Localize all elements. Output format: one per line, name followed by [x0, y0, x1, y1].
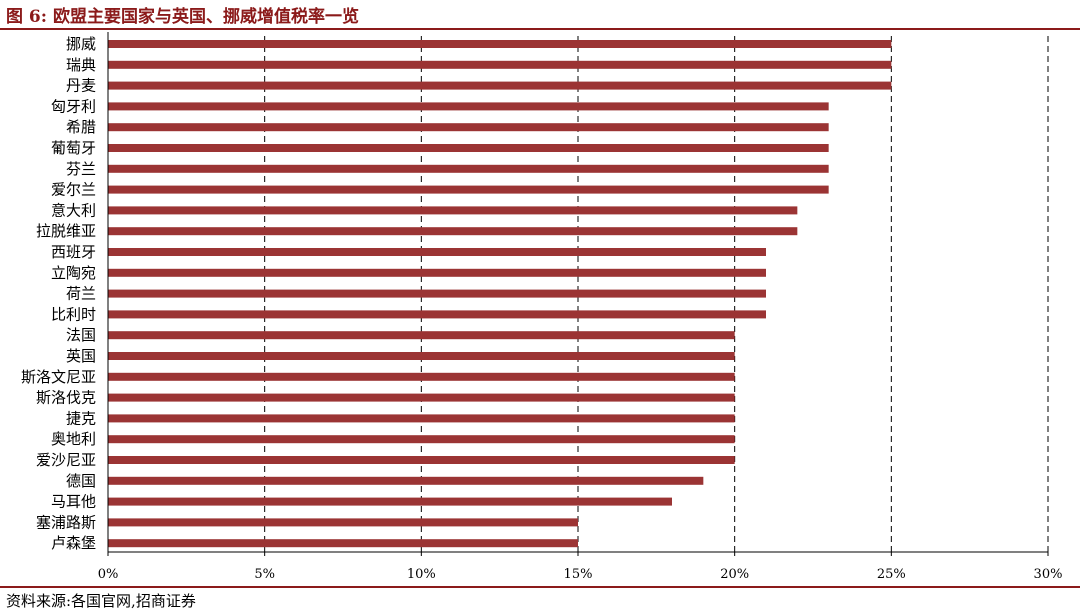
tick-label-2: 10% [407, 567, 436, 582]
bar-6 [108, 164, 829, 173]
chart-title: 图 6: 欧盟主要国家与英国、挪威增值税率一览 [6, 2, 359, 27]
category-label-3: 匈牙利 [51, 97, 96, 115]
category-label-9: 拉脱维亚 [36, 222, 96, 240]
category-label-13: 比利时 [51, 305, 96, 323]
tick-label-3: 15% [564, 567, 593, 582]
bar-17 [108, 393, 735, 402]
bar-2 [108, 81, 892, 90]
category-label-15: 英国 [66, 347, 96, 365]
bar-13 [108, 310, 766, 319]
bar-23 [108, 518, 578, 527]
category-label-7: 爱尔兰 [51, 181, 96, 199]
category-label-2: 丹麦 [66, 77, 96, 95]
category-label-0: 挪威 [66, 35, 96, 53]
bar-3 [108, 102, 829, 111]
category-label-19: 奥地利 [51, 430, 96, 448]
bar-9 [108, 227, 798, 236]
category-label-1: 瑞典 [66, 56, 96, 74]
tick-label-6: 30% [1034, 567, 1063, 582]
title-bar: 图 6: 欧盟主要国家与英国、挪威增值税率一览 [0, 0, 1080, 30]
category-label-23: 塞浦路斯 [36, 513, 96, 531]
source-note: 资料来源:各国官网,招商证券 [6, 592, 196, 610]
category-label-6: 芬兰 [66, 160, 96, 178]
bar-7 [108, 185, 829, 194]
bar-chart: 挪威瑞典丹麦匈牙利希腊葡萄牙芬兰爱尔兰意大利拉脱维亚西班牙立陶宛荷兰比利时法国英… [21, 32, 1063, 582]
bar-19 [108, 435, 735, 444]
bar-24 [108, 539, 578, 548]
gridlines [264, 36, 1049, 552]
tick-label-1: 5% [254, 567, 275, 582]
category-label-18: 捷克 [66, 409, 96, 427]
tick-labels: 0% 5% 10% 15% 20% 25% 30% [98, 567, 1063, 582]
category-label-16: 斯洛文尼亚 [21, 368, 96, 386]
category-label-5: 葡萄牙 [51, 139, 96, 157]
category-label-14: 法国 [66, 326, 96, 344]
category-label-21: 德国 [66, 472, 96, 490]
tick-label-0: 0% [98, 567, 119, 582]
category-label-8: 意大利 [51, 201, 96, 219]
bar-11 [108, 268, 766, 277]
tick-label-4: 20% [720, 567, 749, 582]
category-label-10: 西班牙 [51, 243, 96, 261]
bar-21 [108, 476, 704, 485]
category-label-17: 斯洛伐克 [36, 389, 96, 407]
bar-5 [108, 144, 829, 152]
category-labels: 挪威瑞典丹麦匈牙利希腊葡萄牙芬兰爱尔兰意大利拉脱维亚西班牙立陶宛荷兰比利时法国英… [21, 35, 96, 552]
bar-16 [108, 372, 735, 381]
bar-8 [108, 206, 798, 215]
bar-10 [108, 248, 766, 256]
figure-label: 图 6: [6, 7, 48, 27]
bar-12 [108, 289, 766, 298]
bar-22 [108, 497, 672, 506]
bottom-rule [0, 586, 1080, 588]
axes [107, 32, 1049, 556]
tick-label-5: 25% [877, 567, 906, 582]
bars [108, 40, 892, 548]
category-label-20: 爱沙尼亚 [36, 451, 96, 469]
category-label-11: 立陶宛 [51, 264, 96, 282]
title-text: 欧盟主要国家与英国、挪威增值税率一览 [52, 7, 359, 27]
category-label-24: 卢森堡 [51, 534, 96, 552]
bar-4 [108, 123, 829, 132]
bar-18 [108, 414, 735, 423]
bar-1 [108, 60, 892, 69]
bar-14 [108, 331, 735, 340]
bar-0 [108, 40, 892, 48]
bar-15 [108, 352, 735, 360]
category-label-4: 希腊 [66, 118, 96, 136]
category-label-22: 马耳他 [51, 493, 96, 511]
bar-20 [108, 456, 735, 464]
category-label-12: 荷兰 [66, 285, 96, 303]
